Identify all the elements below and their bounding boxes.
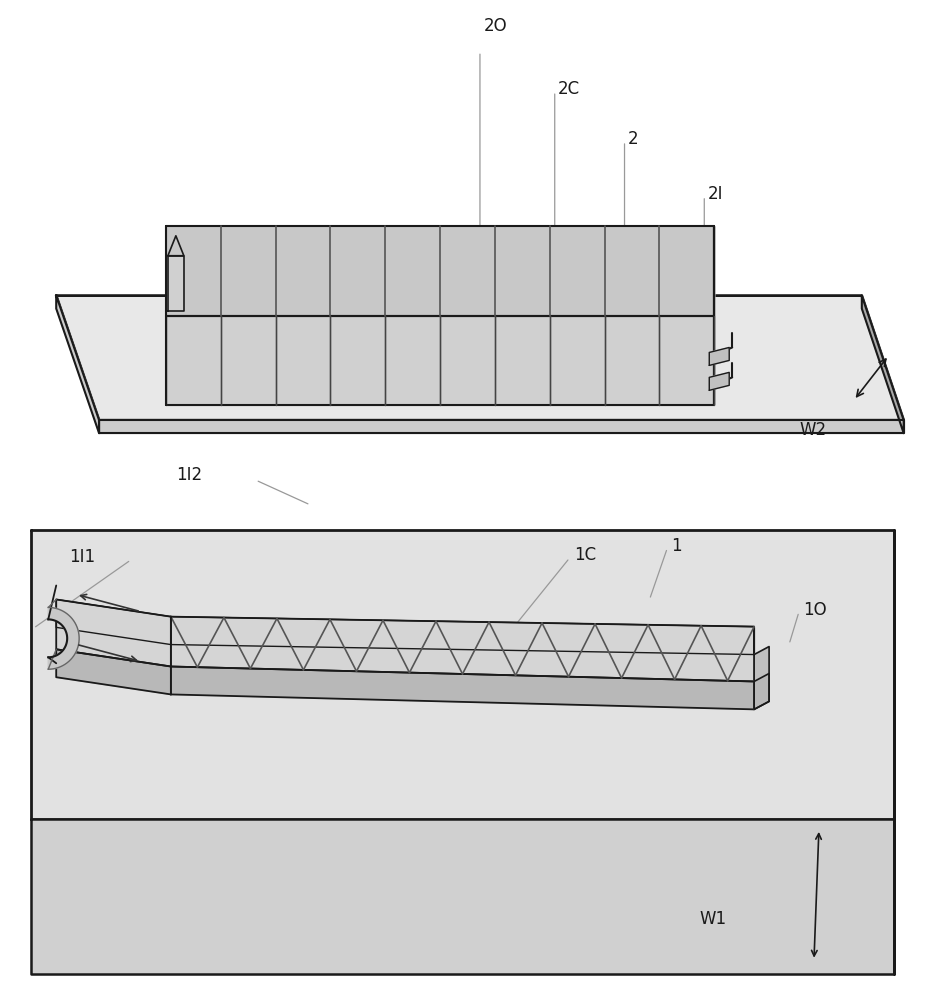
Polygon shape <box>710 372 729 390</box>
Polygon shape <box>56 599 171 667</box>
Polygon shape <box>754 673 769 709</box>
Text: 2: 2 <box>628 130 638 148</box>
Text: 1: 1 <box>671 537 682 555</box>
Text: 2C: 2C <box>558 80 579 98</box>
Polygon shape <box>48 607 79 669</box>
Text: 1O: 1O <box>803 601 827 619</box>
Polygon shape <box>710 347 729 365</box>
Polygon shape <box>166 226 714 316</box>
Text: W2: W2 <box>799 421 826 439</box>
Polygon shape <box>168 256 184 311</box>
Polygon shape <box>168 236 184 256</box>
Polygon shape <box>32 819 894 974</box>
Text: 2O: 2O <box>484 17 508 35</box>
Polygon shape <box>56 649 171 694</box>
Polygon shape <box>56 599 171 645</box>
Polygon shape <box>100 420 904 433</box>
Polygon shape <box>171 667 754 709</box>
Polygon shape <box>166 316 714 405</box>
Polygon shape <box>754 647 769 709</box>
Text: W1: W1 <box>699 910 726 928</box>
Polygon shape <box>171 617 754 681</box>
Polygon shape <box>862 296 904 433</box>
Text: 1I2: 1I2 <box>176 466 202 484</box>
Text: 1C: 1C <box>574 546 596 564</box>
Polygon shape <box>171 617 754 655</box>
Polygon shape <box>166 226 714 316</box>
Text: 1I1: 1I1 <box>69 548 95 566</box>
Polygon shape <box>56 296 904 420</box>
Polygon shape <box>32 530 894 819</box>
Polygon shape <box>56 296 100 433</box>
Text: 2I: 2I <box>708 185 723 203</box>
